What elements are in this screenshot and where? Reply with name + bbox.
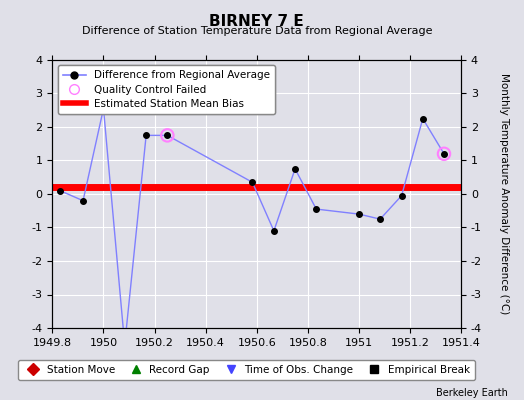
Y-axis label: Monthly Temperature Anomaly Difference (°C): Monthly Temperature Anomaly Difference (…: [499, 73, 509, 315]
Point: [163, 132, 171, 138]
Legend: Difference from Regional Average, Quality Control Failed, Estimated Station Mean: Difference from Regional Average, Qualit…: [58, 65, 275, 114]
Text: Difference of Station Temperature Data from Regional Average: Difference of Station Temperature Data f…: [82, 26, 432, 36]
Legend: Station Move, Record Gap, Time of Obs. Change, Empirical Break: Station Move, Record Gap, Time of Obs. C…: [18, 360, 475, 380]
Text: BIRNEY 7 E: BIRNEY 7 E: [210, 14, 304, 29]
Text: Berkeley Earth: Berkeley Earth: [436, 388, 508, 398]
Point: [440, 150, 448, 157]
